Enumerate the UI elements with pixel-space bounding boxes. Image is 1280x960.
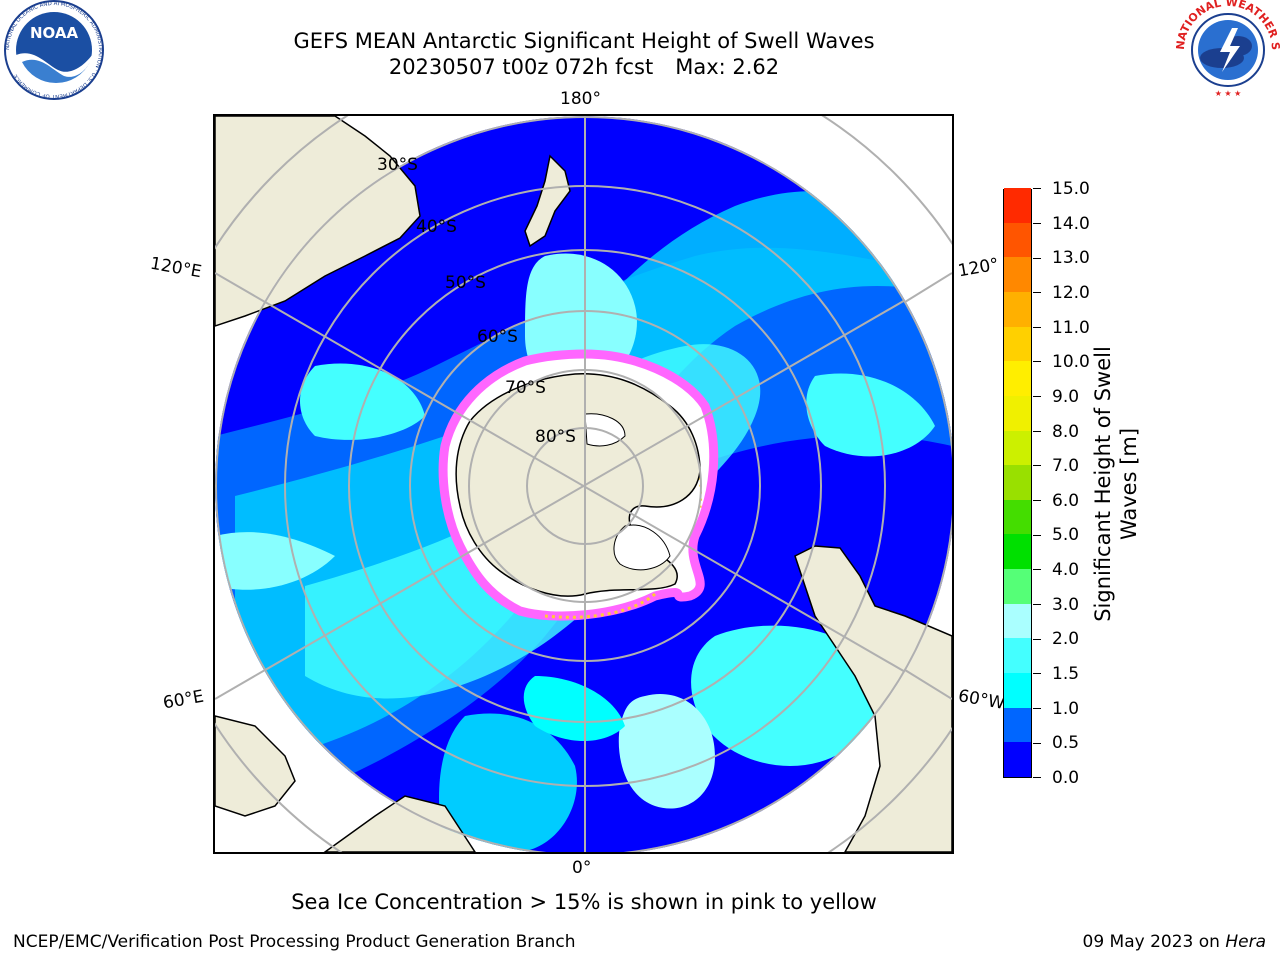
colorbar-tick-label: 13.0 (1052, 248, 1090, 269)
footer-date: 09 May 2023 on Hera (1083, 932, 1267, 952)
noaa-logo-text: NOAA (30, 24, 79, 42)
colorbar-tick-label: 9.0 (1052, 386, 1080, 407)
lon-label-120w: 120° (956, 254, 1001, 282)
colorbar-tick (1033, 534, 1041, 536)
colorbar-tick-label: 7.0 (1052, 456, 1080, 477)
colorbar-tick-label: 6.0 (1052, 490, 1080, 511)
graticule (215, 116, 952, 852)
sea-ice-note: Sea Ice Concentration > 15% is shown in … (291, 890, 877, 914)
lat-label-40: 40°S (416, 217, 457, 237)
colorbar-tick (1033, 396, 1041, 398)
colorbar-tick (1033, 742, 1041, 744)
ross-ice-shelf (584, 413, 626, 447)
lon-label-0: 0° (572, 858, 592, 878)
colorbar-tick-label: 8.0 (1052, 421, 1080, 442)
colorbar-tick (1033, 465, 1041, 467)
colorbar-tick (1033, 222, 1041, 224)
colorbar (1003, 187, 1032, 778)
colorbar-label: Significant Height of Swell Waves [m] (1090, 346, 1142, 622)
colorbar-tick (1033, 430, 1041, 432)
colorbar-tick (1033, 673, 1041, 675)
colorbar-tick-label: 1.0 (1052, 698, 1080, 719)
lon-label-120e: 120°E (148, 253, 204, 283)
colorbar-tick (1033, 188, 1041, 190)
colorbar-tick-label: 11.0 (1052, 317, 1090, 338)
colorbar-segment (1004, 187, 1031, 223)
chart-subtitle: 20230507 t00z 072h fcst Max: 2.62 (0, 54, 1168, 80)
colorbar-tick (1033, 257, 1041, 259)
colorbar-segment (1004, 430, 1031, 466)
colorbar-tick (1033, 569, 1041, 571)
colorbar-segment (1004, 741, 1031, 777)
colorbar-tick-label: 12.0 (1052, 282, 1090, 303)
colorbar-segment (1004, 291, 1031, 327)
chart-title: GEFS MEAN Antarctic Significant Height o… (293, 29, 875, 53)
lat-label-80: 80°S (535, 427, 576, 447)
map-panel: 30°S 40°S 50°S 60°S 70°S 80°S (213, 114, 954, 854)
colorbar-tick (1033, 500, 1041, 502)
colorbar-tick-label: 15.0 (1052, 179, 1090, 199)
colorbar-segment (1004, 707, 1031, 743)
footer-branch: NCEP/EMC/Verification Post Processing Pr… (13, 932, 576, 952)
colorbar-segment (1004, 672, 1031, 708)
footer-date-text: 09 May 2023 on (1082, 932, 1220, 952)
colorbar-segment (1004, 533, 1031, 570)
colorbar-tick (1033, 361, 1041, 363)
nws-logo: NATIONAL WEATHER SERVICE ★ ★ ★ (1176, 0, 1280, 98)
colorbar-tick-label: 4.0 (1052, 560, 1080, 581)
colorbar-label-line2: Waves [m] (1117, 427, 1141, 541)
max-value: Max: 2.62 (675, 55, 780, 79)
colorbar-tick-label: 0.0 (1052, 768, 1080, 788)
colorbar-segment (1004, 395, 1031, 431)
footer-host: Hera (1225, 932, 1266, 952)
colorbar-segment (1004, 360, 1031, 396)
colorbar-tick-label: 0.5 (1052, 733, 1080, 754)
colorbar-tick (1033, 777, 1041, 779)
polar-map: 30°S 40°S 50°S 60°S 70°S 80°S (215, 116, 952, 852)
colorbar-segment (1004, 637, 1031, 674)
colorbar-tick (1033, 638, 1041, 640)
colorbar-tick (1033, 292, 1041, 294)
colorbar-label-line1: Significant Height of Swell (1091, 346, 1115, 622)
colorbar-tick-label: 14.0 (1052, 213, 1090, 234)
noaa-logo: NOAA NATIONAL OCEANIC AND ATMOSPHERIC AD… (4, 0, 104, 100)
lon-label-180: 180° (560, 89, 601, 109)
lon-label-60e: 60°E (161, 686, 206, 714)
colorbar-tick-label: 10.0 (1052, 352, 1090, 373)
lon-label-60w: 60°W (956, 686, 1007, 714)
colorbar-tick-label: 2.0 (1052, 629, 1080, 650)
colorbar-tick (1033, 604, 1041, 605)
colorbar-segment (1004, 464, 1031, 500)
colorbar-tick-label: 5.0 (1052, 525, 1080, 546)
lat-label-30: 30°S (377, 155, 418, 175)
svg-text:★ ★ ★: ★ ★ ★ (1215, 89, 1242, 98)
colorbar-segment (1004, 568, 1031, 604)
weddell-ice-shelf (613, 524, 671, 571)
colorbar-segment (1004, 499, 1031, 535)
lat-label-50: 50°S (445, 273, 486, 293)
colorbar-tick (1033, 707, 1041, 709)
colorbar-tick (1033, 326, 1041, 328)
colorbar-segment (1004, 326, 1031, 362)
lat-label-60: 60°S (477, 327, 518, 347)
colorbar-segment (1004, 603, 1031, 639)
colorbar-segment (1004, 256, 1031, 292)
colorbar-tick-label: 3.0 (1052, 594, 1080, 615)
run-info: 20230507 t00z 072h fcst (388, 55, 654, 79)
colorbar-tick-label: 1.5 (1052, 664, 1080, 685)
lat-label-70: 70°S (505, 378, 546, 398)
colorbar-segment (1004, 222, 1031, 258)
